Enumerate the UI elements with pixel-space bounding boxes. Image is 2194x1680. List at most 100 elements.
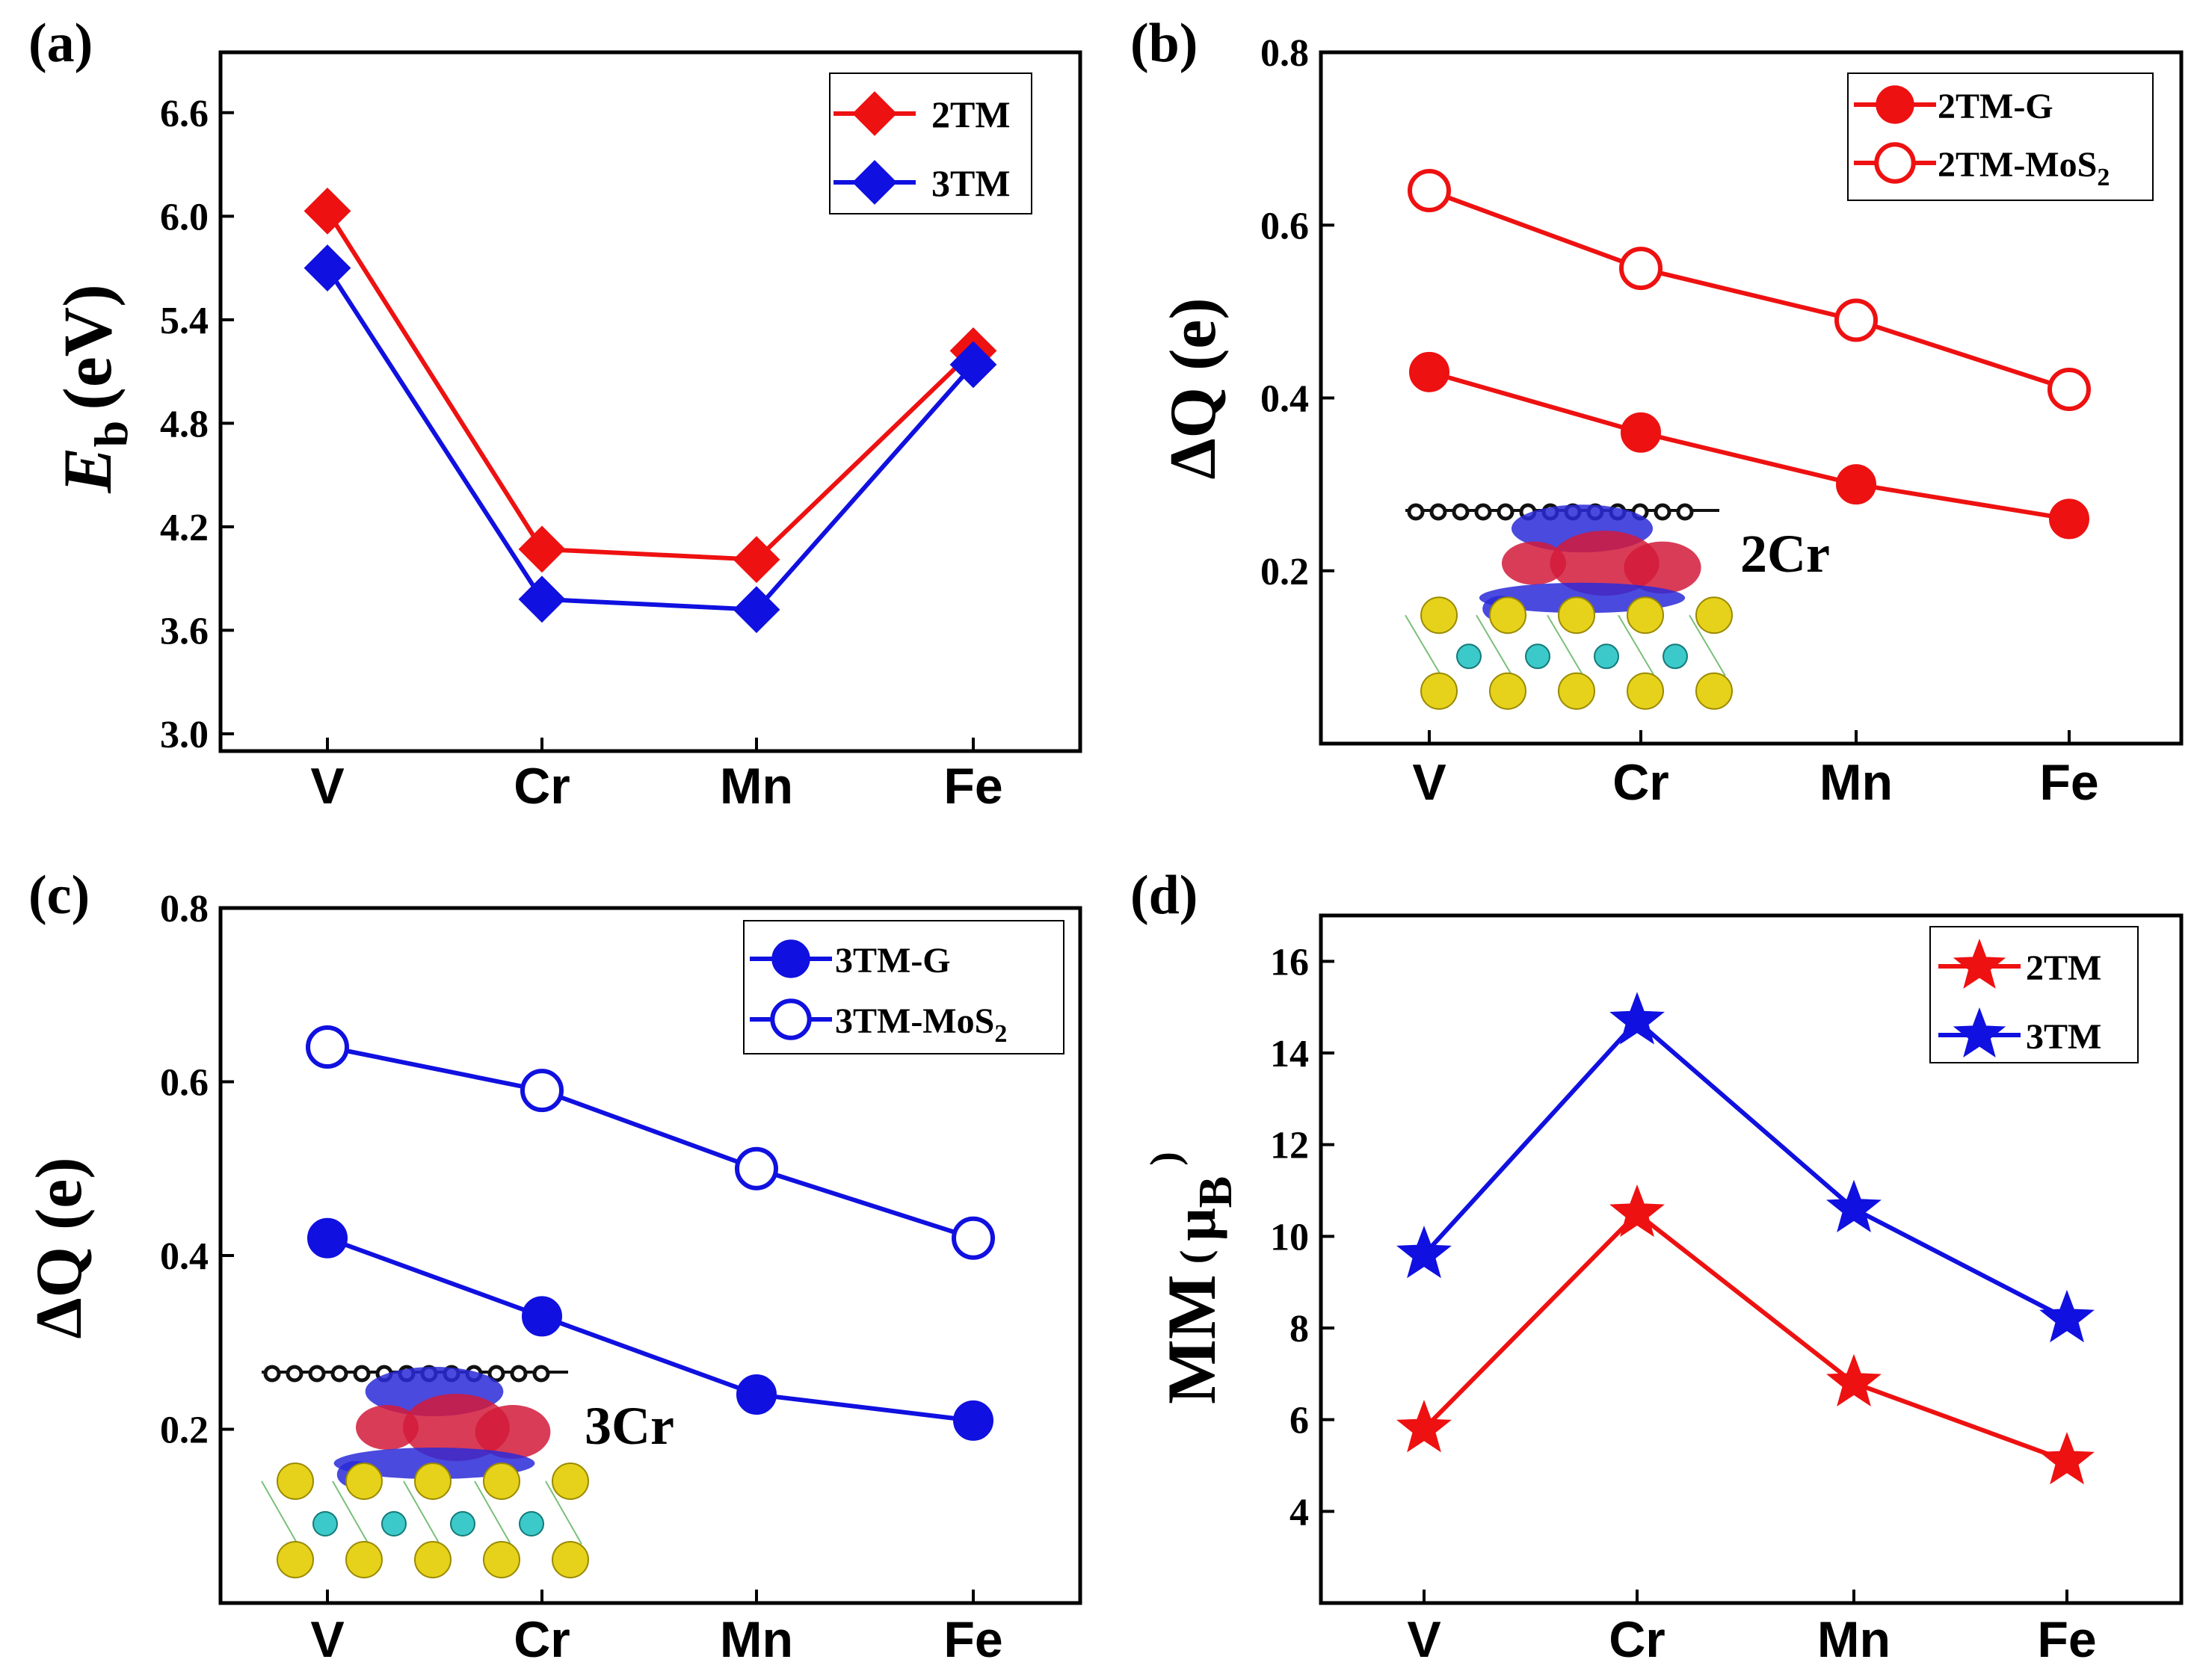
panel-d-ytick-label-4: 12 bbox=[1270, 1125, 1309, 1167]
panel-c-legend-swatch-marker-3tm-g bbox=[771, 939, 810, 978]
panel-a-ylabel-unit: (eV) bbox=[49, 284, 126, 410]
panel-c-series-3tm-g-line bbox=[326, 1235, 974, 1423]
panel-c-letter: (c) bbox=[28, 865, 90, 926]
panel-d-ytick-label-5: 14 bbox=[1270, 1033, 1309, 1075]
panel-b-inset-charge-density bbox=[1624, 541, 1701, 594]
panel-c-ytick-label-0: 0.2 bbox=[160, 1409, 209, 1452]
panel-c-legend-label-3tm-g-main: 3TM-G bbox=[835, 941, 951, 980]
panel-c-inset-bond bbox=[332, 1480, 369, 1545]
panel-c-inset-carbon-atom bbox=[330, 1365, 348, 1383]
panel-a-series-3tm-point-cr bbox=[518, 575, 566, 623]
panel-c-legend-entry-3tm-mos2: 3TM-MoS2 bbox=[750, 998, 1007, 1048]
panel-c-series-3tm-mos2-point-cr bbox=[520, 1069, 564, 1113]
panel-c-series-3tm-g-point-cr bbox=[522, 1296, 562, 1337]
panel-a-ytick-label-2: 4.2 bbox=[160, 507, 209, 549]
panel-d-series-3tm-line bbox=[1422, 1017, 2068, 1321]
panel-b-inset-sulfur-atom bbox=[1695, 596, 1733, 634]
panel-d-letter: (d) bbox=[1130, 865, 1198, 926]
panel-b-inset-mo-atom bbox=[1456, 643, 1482, 670]
panel-a-legend-entry-3tm: 3TM bbox=[833, 160, 1011, 205]
panel-b-series-2tm-g-point-fe bbox=[2049, 498, 2089, 540]
panel-c-ytick-label-2: 0.6 bbox=[160, 1062, 209, 1105]
panel-c-inset-carbon-atom bbox=[353, 1365, 371, 1383]
panel-c-legend-label-3tm-mos2-sub: 2 bbox=[994, 1020, 1007, 1048]
panel-b-inset-sulfur-atom bbox=[1489, 596, 1526, 634]
panel-c-legend-label-3tm-mos2-main: 3TM-MoS bbox=[835, 1001, 994, 1041]
panel-b-inset-sulfur-atom bbox=[1627, 596, 1664, 634]
panel-d-ylabel-mu: μ bbox=[1162, 1208, 1227, 1241]
panel-c-series-3tm-mos2-point-fe bbox=[952, 1216, 995, 1260]
panel-a-series-2tm-line bbox=[325, 209, 976, 562]
panel-c-ylabel: ΔQ (e) bbox=[23, 1157, 96, 1338]
panel-d-xtick-label-mn: Mn bbox=[1817, 1611, 1891, 1668]
panel-b-inset-sulfur-atom bbox=[1420, 672, 1458, 710]
panel-b-inset-bond bbox=[1405, 614, 1442, 676]
panel-c-inset-bond bbox=[545, 1480, 582, 1545]
panel-c-series-3tm-g-point-mn bbox=[736, 1374, 777, 1415]
panel-c-inset-sulfur-atom bbox=[345, 1541, 383, 1578]
panel-a-axes-frame bbox=[218, 50, 1082, 753]
panel-b-inset-carbon-atom bbox=[1407, 503, 1425, 521]
panel-d-axes-frame bbox=[1319, 913, 2184, 1605]
panel-c-inset-sulfur-atom bbox=[345, 1463, 383, 1500]
panel-d-legend-swatch-marker-3tm bbox=[1953, 1007, 2006, 1058]
panel-c-inset-sulfur-atom bbox=[414, 1541, 452, 1578]
panel-c-ytick-label-3: 0.8 bbox=[160, 888, 209, 930]
panel-d-ylabel: MM (μB) bbox=[1142, 1152, 1242, 1404]
panel-b-legend-swatch-marker-2tm-mos2 bbox=[1874, 142, 1916, 184]
panel-b-series-2tm-mos2-point-cr bbox=[1619, 247, 1663, 291]
panel-a-legend-label-2tm: 2TM bbox=[931, 93, 1011, 135]
panel-b-xtick-label-mn: Mn bbox=[1819, 754, 1893, 811]
panel-b-inset-sulfur-atom bbox=[1558, 672, 1595, 710]
panel-c-series-3tm-g-point-v bbox=[307, 1217, 348, 1259]
panel-b-series-2tm-mos2-point-mn bbox=[1834, 298, 1878, 342]
panel-c-inset-sulfur-atom bbox=[552, 1541, 589, 1578]
panel-d-ytick-label-2: 8 bbox=[1289, 1308, 1309, 1350]
panel-d-ytick-label-6: 16 bbox=[1270, 941, 1309, 983]
panel-c-inset-sulfur-atom bbox=[277, 1463, 314, 1500]
panel-b-inset-sulfur-atom bbox=[1558, 596, 1595, 634]
panel-a: (a) 3.03.64.24.85.46.06.6V Cr Mn Fe Eb(eV) … bbox=[28, 13, 1082, 815]
panel-b-letter: (b) bbox=[1130, 13, 1198, 74]
panel-c-series-3tm-mos2-point-mn bbox=[735, 1146, 778, 1190]
panel-a-series-2tm-point-cr bbox=[518, 525, 566, 573]
panel-b-xtick-label-cr: Cr bbox=[1612, 754, 1669, 811]
panel-b-legend-label-2tm-g-main: 2TM-G bbox=[1938, 87, 2053, 126]
panel-c: (c) 0.2 0.4 0.6 0.8 V Cr Mn Fe ΔQ (e) 3TM-G 3TM… bbox=[23, 865, 1082, 1668]
panel-b-legend-label-2tm-mos2-main: 2TM-MoS bbox=[1938, 145, 2097, 185]
panel-d-xtick-label-v: V bbox=[1407, 1611, 1440, 1668]
panel-c-inset-bond bbox=[474, 1480, 511, 1545]
panel-c-inset-sulfur-atom bbox=[483, 1541, 520, 1578]
panel-a-letter: (a) bbox=[28, 13, 93, 74]
panel-a-series-3tm-point-v bbox=[303, 244, 351, 291]
panel-b-xtick-label-v: V bbox=[1412, 754, 1446, 811]
panel-b-series-2tm-g-point-v bbox=[1409, 351, 1449, 392]
panel-c-inset-bond bbox=[261, 1480, 298, 1545]
panel-b-series-2tm-g-line bbox=[1429, 369, 2070, 522]
panel-b-inset-sulfur-atom bbox=[1627, 672, 1664, 710]
panel-b-inset-carbon-atom bbox=[1654, 503, 1671, 521]
panel-b-inset-bond bbox=[1689, 614, 1726, 676]
panel-b: (b) 0.2 0.4 0.6 0.8 V Cr Mn Fe ΔQ (e) 2TM-G 2TM… bbox=[1130, 13, 2184, 811]
panel-b-legend: 2TM-G 2TM-MoS2 bbox=[1847, 72, 2154, 201]
panel-b-legend-label-2tm-g: 2TM-G bbox=[1938, 87, 2053, 126]
panel-b-ytick-label-1: 0.4 bbox=[1260, 378, 1309, 421]
panel-c-inset-carbon-atom bbox=[286, 1365, 303, 1383]
panel-d-series-2tm-point-mn bbox=[1826, 1353, 1882, 1407]
panel-a-plot: 3.0 3.6 4.2 4.8 5.4 6.0 6.6 V Cr Mn Fe bbox=[160, 50, 1082, 815]
panel-c-legend-label-3tm-g: 3TM-G bbox=[835, 941, 951, 980]
panel-b-inset-bond bbox=[1476, 614, 1513, 676]
panel-c-legend-swatch-marker-3tm-mos2 bbox=[770, 998, 812, 1040]
panel-b-inset-mo-atom bbox=[1594, 643, 1619, 670]
panel-c-inset-sulfur-atom bbox=[552, 1463, 589, 1500]
panel-c-xtick-label-fe: Fe bbox=[943, 1611, 1002, 1668]
panel-c-inset-mo-atom bbox=[381, 1511, 407, 1537]
panel-d-legend-entry-2tm: 2TM bbox=[1938, 938, 2101, 989]
panel-d-series-2tm-point-v bbox=[1396, 1400, 1452, 1453]
panel-b-plot: 0.2 0.4 0.6 0.8 V Cr Mn Fe bbox=[1260, 32, 2184, 811]
panel-b-inset-carbon-atom bbox=[1429, 503, 1447, 521]
panel-a-legend: 2TM 3TM bbox=[829, 72, 1032, 214]
panel-b-inset-bond bbox=[1547, 614, 1584, 676]
panel-d-ylabel-open: ( bbox=[1172, 1250, 1218, 1264]
